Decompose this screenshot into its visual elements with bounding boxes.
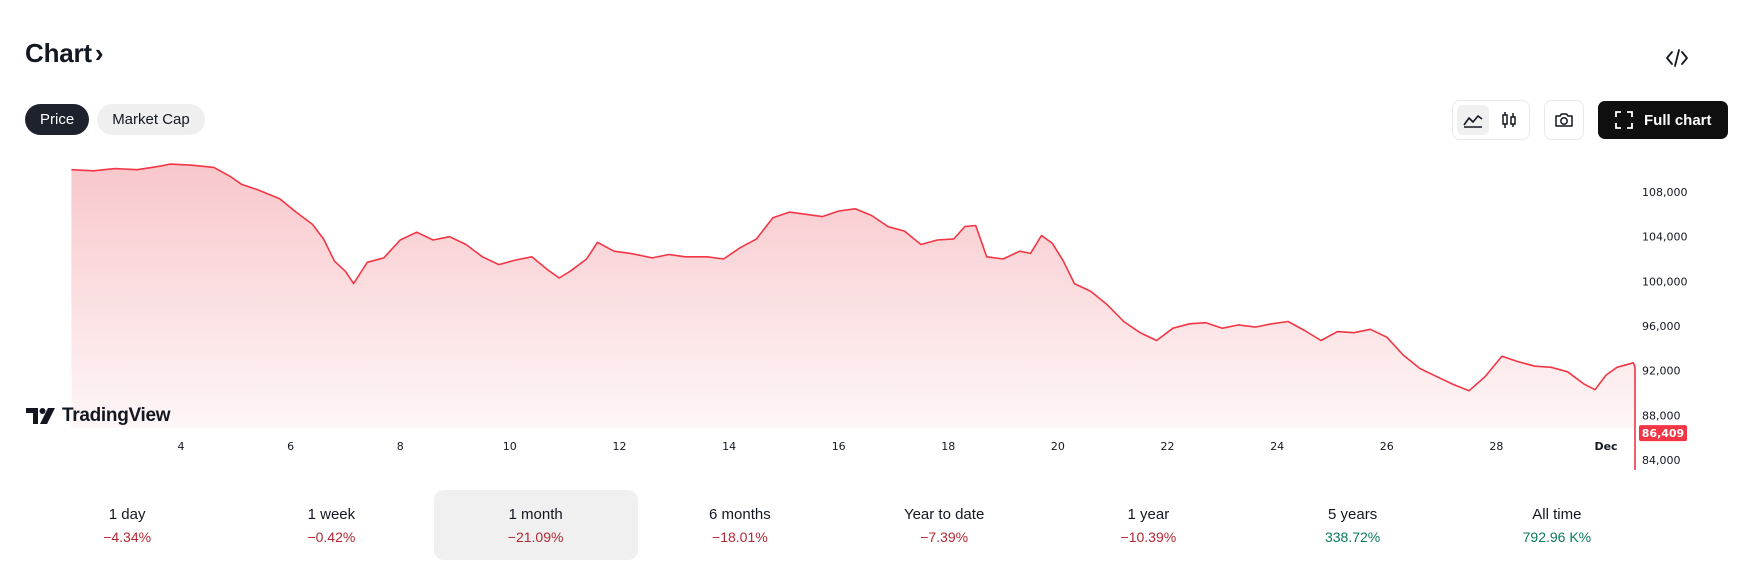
x-tick-label: 8 [397,440,404,453]
tradingview-wordmark: TradingView [62,405,171,426]
x-tick-label: 22 [1161,440,1175,453]
period-change: −7.39% [920,528,969,545]
period-label: Year to date [903,505,985,523]
y-tick-label: 96,000 [1642,320,1681,333]
period-label: 5 years [1328,505,1378,523]
price-chart[interactable]: 108,000 104,000 100,000 96,000 92,000 88,000 8… [0,150,1751,470]
full-chart-button[interactable]: Full chart [1598,101,1728,139]
x-tick-label: 10 [503,440,517,453]
period-year-to-date[interactable]: Year to date −7.39% [842,490,1046,560]
x-tick-label: 20 [1051,440,1065,453]
chart-style-group [1452,100,1530,140]
y-tick-label: 88,000 [1642,409,1681,422]
x-tick-label: 24 [1270,440,1284,453]
camera-icon[interactable] [1544,100,1584,140]
period-change: 792.96 K% [1522,528,1592,545]
x-tick-label: 26 [1380,440,1394,453]
tab-market-cap[interactable]: Market Cap [97,104,205,135]
code-brackets-icon[interactable] [1664,45,1690,71]
period-label: 1 month [508,505,563,523]
period-6-months[interactable]: 6 months −18.01% [638,490,842,560]
chevron-right-icon: › [94,38,104,68]
current-price-label: 86,409 [1642,427,1684,440]
period-5-years[interactable]: 5 years 338.72% [1251,490,1455,560]
x-tick-label: 12 [613,440,627,453]
tradingview-logo: TradingView [26,405,171,427]
tradingview-icon [26,408,55,424]
y-tick-label: 84,000 [1642,454,1681,467]
page-title: Chart [25,38,92,68]
expand-icon [1615,111,1633,129]
period-all-time[interactable]: All time 792.96 K% [1455,490,1659,560]
area-chart-icon[interactable] [1457,105,1489,135]
price-line [71,163,1636,470]
period-change: −18.01% [712,528,768,545]
period-label: 1 day [108,505,146,523]
period-label: 1 year [1127,505,1170,523]
period-change: 338.72% [1324,528,1381,545]
current-price-badge [1639,425,1687,442]
x-tick-label: 14 [722,440,736,453]
period-1-year[interactable]: 1 year −10.39% [1046,490,1250,560]
y-tick-label: 108,000 [1642,186,1688,199]
period-change: −10.39% [1120,528,1177,545]
period-change: −0.42% [307,528,356,545]
chart-header[interactable]: Chart › [25,38,104,69]
chart-toolbar: Full chart [1452,100,1728,140]
x-tick-label: 16 [832,440,846,453]
period-selector: 1 day −4.34% 1 week −0.42% 1 month −21.0… [25,490,1659,560]
x-tick-label: Dec [1594,440,1617,453]
period-1-week[interactable]: 1 week −0.42% [229,490,433,560]
full-chart-label: Full chart [1644,111,1712,129]
y-tick-label: 92,000 [1642,365,1681,378]
metric-switcher: Price Market Cap [25,104,205,135]
y-tick-label: 104,000 [1642,231,1688,244]
tab-price[interactable]: Price [25,104,90,135]
period-label: 6 months [709,505,771,523]
period-1-month[interactable]: 1 month −21.09% [433,490,638,560]
x-tick-label: 28 [1489,440,1503,453]
x-tick-label: 4 [178,440,185,453]
period-change: −21.09% [507,528,564,545]
period-1-day[interactable]: 1 day −4.34% [25,490,229,560]
period-label: 1 week [307,505,356,523]
period-change: −4.34% [103,528,152,545]
period-label: All time [1532,505,1582,523]
candlestick-icon[interactable] [1493,105,1525,135]
y-tick-label: 100,000 [1642,275,1688,288]
price-area-fill [71,164,1635,470]
x-tick-label: 18 [941,440,955,453]
x-tick-label: 6 [287,440,294,453]
